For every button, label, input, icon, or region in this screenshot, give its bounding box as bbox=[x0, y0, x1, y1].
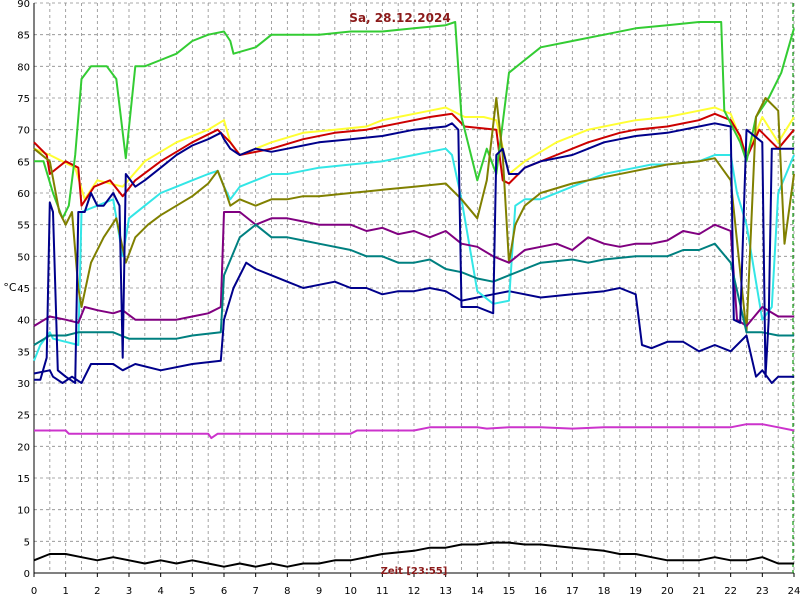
x-tick-label: 16 bbox=[534, 586, 547, 597]
y-tick-label: 25 bbox=[17, 411, 30, 422]
x-tick-label: 19 bbox=[629, 586, 642, 597]
x-tick-label: 13 bbox=[439, 586, 452, 597]
x-tick-label: 5 bbox=[189, 586, 195, 597]
x-tick-label: 10 bbox=[344, 586, 357, 597]
x-tick-label: 1 bbox=[62, 586, 68, 597]
y-tick-label: 5 bbox=[24, 537, 30, 548]
x-tick-label: 11 bbox=[376, 586, 389, 597]
y-tick-label: 60 bbox=[17, 189, 30, 200]
x-tick-label: 3 bbox=[126, 586, 132, 597]
x-tick-label: 15 bbox=[503, 586, 516, 597]
y-tick-label: 45 bbox=[17, 284, 30, 295]
x-tick-label: 12 bbox=[408, 586, 421, 597]
x-tick-label: 21 bbox=[693, 586, 706, 597]
labels: Sa, 28.12.2024 Zeit [23:55] °C bbox=[3, 11, 450, 577]
series-line-1 bbox=[33, 112, 795, 207]
x-tick-label: 17 bbox=[566, 586, 579, 597]
chart-title: Sa, 28.12.2024 bbox=[349, 11, 450, 25]
y-tick-label: 30 bbox=[17, 379, 30, 390]
series-line-0 bbox=[33, 106, 795, 201]
series-line-8 bbox=[34, 122, 794, 384]
y-tick-label: 10 bbox=[17, 506, 30, 517]
x-tick-label: 18 bbox=[598, 586, 611, 597]
y-tick-label: 20 bbox=[17, 442, 30, 453]
series-line-3 bbox=[34, 21, 795, 220]
y-tick-label: 40 bbox=[17, 316, 30, 327]
series-layer bbox=[33, 21, 795, 568]
y-axis-label: °C bbox=[3, 281, 17, 294]
y-tick-label: 55 bbox=[17, 221, 30, 232]
y-tick-label: 80 bbox=[17, 62, 30, 73]
y-tick-label: 70 bbox=[17, 126, 30, 137]
x-tick-label: 8 bbox=[284, 586, 290, 597]
x-tick-label: 22 bbox=[724, 586, 737, 597]
x-tick-label: 7 bbox=[252, 586, 258, 597]
x-tick-label: 20 bbox=[661, 586, 674, 597]
y-tick-label: 35 bbox=[17, 347, 30, 358]
x-tick-label: 9 bbox=[316, 586, 322, 597]
x-tick-label: 24 bbox=[788, 586, 800, 597]
x-tick-label: 14 bbox=[471, 586, 484, 597]
y-tick-label: 75 bbox=[17, 94, 30, 105]
x-tick-label: 23 bbox=[756, 586, 769, 597]
series-line-5 bbox=[33, 97, 795, 334]
y-tick-label: 15 bbox=[17, 474, 30, 485]
x-tick-label: 6 bbox=[221, 586, 227, 597]
series-line-7 bbox=[33, 223, 794, 346]
x-axis-label: Zeit [23:55] bbox=[381, 566, 448, 577]
x-tick-label: 4 bbox=[157, 586, 163, 597]
x-tick-label: 2 bbox=[94, 586, 100, 597]
y-tick-label: 0 bbox=[24, 569, 30, 580]
y-tick-label: 90 bbox=[17, 0, 30, 10]
x-tick-label: 0 bbox=[31, 586, 37, 597]
series-line-2 bbox=[33, 261, 794, 384]
y-tick-label: 85 bbox=[17, 31, 30, 42]
series-line-10 bbox=[33, 541, 794, 568]
series-line-9 bbox=[34, 423, 795, 440]
series-line-6 bbox=[33, 211, 794, 327]
y-tick-label: 50 bbox=[17, 252, 30, 263]
y-tick-label: 65 bbox=[17, 157, 30, 168]
